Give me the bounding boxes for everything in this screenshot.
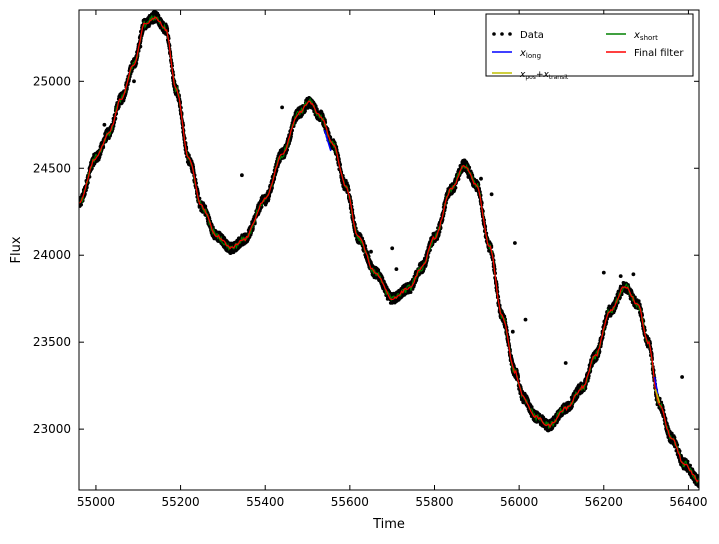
y-tick-label: 24500 (33, 161, 71, 175)
data-point (267, 197, 271, 201)
plot-frame (78, 9, 700, 491)
data-point-outlier (631, 272, 636, 277)
legend-label: Data (520, 30, 544, 41)
data-point (175, 84, 179, 89)
data-point-outlier (680, 375, 684, 379)
data-point-outlier (466, 175, 471, 179)
legend-box (485, 13, 694, 77)
x-tick-label: 55200 (161, 495, 199, 509)
x-tick-label: 56200 (585, 495, 623, 509)
data-point-outlier (132, 79, 136, 84)
data-point-outlier (390, 246, 395, 251)
series-line-x-short (79, 15, 699, 484)
y-tick-label: 23000 (33, 422, 71, 436)
x-tick-label: 55600 (331, 495, 369, 509)
legend-label: Final filter (634, 48, 684, 59)
data-point (359, 233, 363, 238)
data-point (380, 276, 385, 280)
data-point-outlier (369, 249, 373, 254)
data-point (303, 109, 307, 113)
legend-data-marker (508, 32, 512, 36)
x-axis-label: Time (372, 517, 405, 532)
data-point-outlier (513, 241, 517, 245)
data-point-outlier (280, 105, 284, 110)
data-point-outlier (510, 329, 515, 334)
legend-data-marker (492, 32, 496, 36)
x-tick-label: 56400 (669, 495, 707, 509)
data-point (637, 299, 641, 303)
data-point (270, 186, 274, 190)
data-point-outlier (102, 122, 107, 127)
data-point-outlier (394, 267, 399, 271)
x-tick-label: 55800 (415, 495, 453, 509)
data-point (121, 99, 126, 103)
y-tick-label: 24000 (33, 248, 71, 262)
data-point-outlier (489, 192, 494, 197)
legend-data-marker (500, 32, 504, 36)
data-point-outlier (479, 176, 483, 181)
data-point-outlier (240, 173, 244, 178)
y-axis-label: Flux (9, 236, 24, 263)
data-point (278, 159, 282, 163)
data-point (79, 203, 84, 207)
y-tick-label: 23500 (33, 335, 71, 349)
x-tick-label: 55000 (77, 495, 115, 509)
data-point (438, 230, 442, 234)
data-point-outlier (563, 361, 568, 365)
data-point (409, 290, 413, 294)
data-point-outlier (601, 270, 606, 275)
data-point-outlier (523, 317, 528, 322)
x-tick-label: 56000 (500, 495, 538, 509)
y-tick-label: 25000 (33, 74, 71, 88)
data-point (203, 204, 208, 209)
data-point (97, 155, 102, 159)
x-tick-label: 55400 (246, 495, 284, 509)
data-layer (79, 10, 699, 489)
data-point (376, 268, 381, 272)
data-point (688, 463, 692, 468)
data-point (454, 186, 458, 190)
data-points (79, 10, 699, 489)
series-line-final-filter (79, 16, 699, 483)
data-point-outlier (618, 274, 623, 278)
